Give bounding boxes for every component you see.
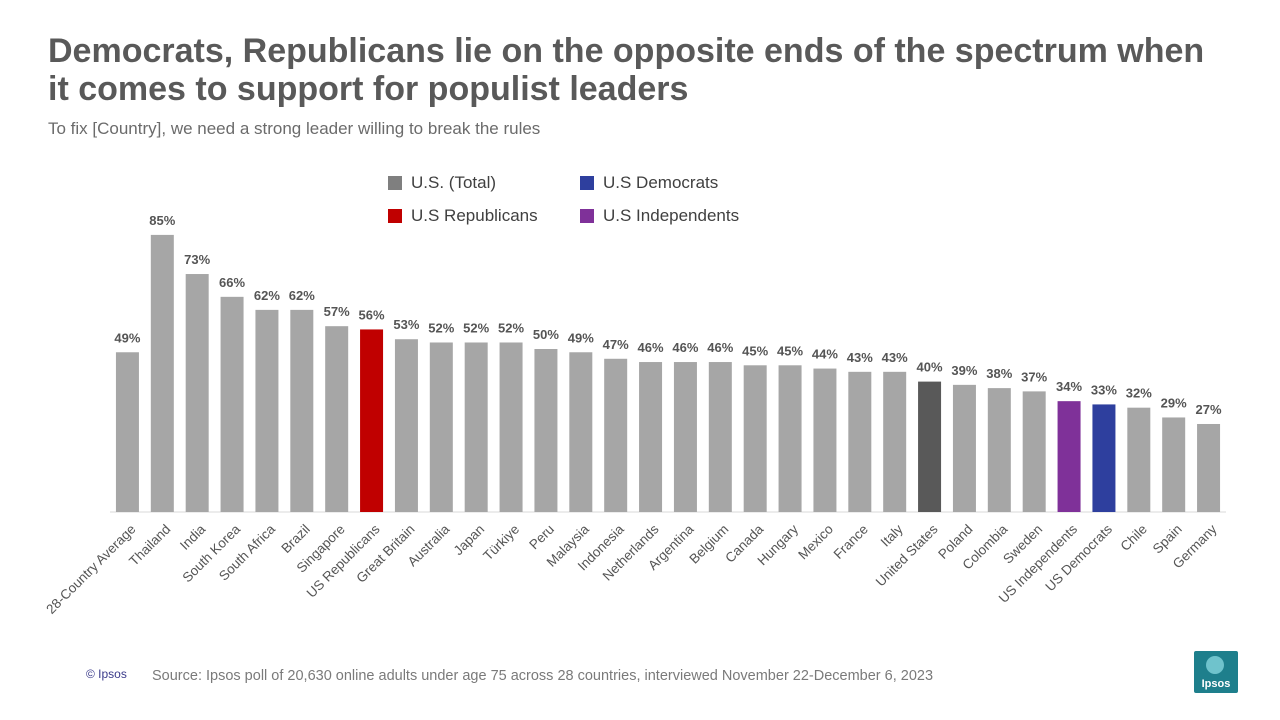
data-label: 40% <box>917 360 943 375</box>
data-label: 73% <box>184 252 210 267</box>
bar <box>778 365 802 512</box>
data-label: 52% <box>498 320 524 335</box>
data-label: 57% <box>324 304 350 319</box>
legend-item-us-democrats: U.S Democrats <box>580 173 718 193</box>
category-label: Italy <box>878 521 906 549</box>
data-label: 49% <box>114 330 140 345</box>
data-label: 56% <box>359 307 385 322</box>
data-label: 47% <box>603 337 629 352</box>
bar <box>987 388 1011 512</box>
bar <box>883 371 907 512</box>
bar <box>604 358 628 512</box>
bar <box>290 309 314 512</box>
chart-subtitle: To fix [Country], we need a strong leade… <box>48 119 541 138</box>
bar <box>220 296 244 512</box>
data-label: 53% <box>393 317 419 332</box>
data-label: 43% <box>847 350 873 365</box>
bar <box>743 365 767 512</box>
bar <box>534 349 558 512</box>
bar <box>394 339 418 512</box>
legend-item-us-republicans: U.S Republicans <box>388 206 538 226</box>
data-label: 66% <box>219 275 245 290</box>
category-label: Belgium <box>686 522 731 567</box>
legend-label-us-republicans: U.S Republicans <box>411 206 538 225</box>
legend-label-us-democrats: U.S Democrats <box>603 173 719 192</box>
bar <box>1022 391 1046 512</box>
ipsos-logo: Ipsos <box>1194 651 1238 693</box>
bar <box>639 362 663 512</box>
data-label: 32% <box>1126 386 1152 401</box>
data-label: 46% <box>638 340 664 355</box>
copyright-text: © Ipsos <box>86 667 127 681</box>
bar <box>1162 417 1186 512</box>
bar <box>150 234 174 512</box>
data-label: 37% <box>1021 369 1047 384</box>
data-label: 34% <box>1056 379 1082 394</box>
data-label: 46% <box>672 340 698 355</box>
bar <box>673 362 697 512</box>
bar <box>569 352 593 512</box>
bar <box>185 274 209 512</box>
bar <box>1092 404 1116 512</box>
data-label: 52% <box>428 320 454 335</box>
bar <box>708 362 732 512</box>
source-note: Source: Ipsos poll of 20,630 online adul… <box>152 668 934 684</box>
data-label: 46% <box>707 340 733 355</box>
legend-item-us-total: U.S. (Total) <box>388 173 496 193</box>
data-label: 39% <box>951 363 977 378</box>
chart-title: Democrats, Republicans lie on the opposi… <box>48 32 1205 108</box>
bar <box>325 326 349 512</box>
data-label: 29% <box>1161 395 1187 410</box>
bar <box>1197 423 1221 512</box>
legend-item-us-independents: U.S Independents <box>580 206 739 226</box>
bar <box>918 381 942 512</box>
data-label: 50% <box>533 327 559 342</box>
bar <box>360 329 384 512</box>
bar <box>115 352 139 512</box>
category-label: 28-Country Average <box>43 522 138 617</box>
data-label: 49% <box>568 330 594 345</box>
data-label: 44% <box>812 347 838 362</box>
category-label: Türkiye <box>480 522 522 564</box>
category-label: Mexico <box>795 522 836 563</box>
data-label: 85% <box>149 213 175 228</box>
legend-swatch-us-democrats <box>580 176 594 190</box>
data-label: 33% <box>1091 382 1117 397</box>
legend-swatch-us-independents <box>580 209 594 223</box>
data-label: 62% <box>254 288 280 303</box>
data-label: 43% <box>882 350 908 365</box>
bar <box>464 342 488 512</box>
bar <box>1127 407 1151 512</box>
legend-label-us-independents: U.S Independents <box>603 206 740 225</box>
data-label: 52% <box>463 320 489 335</box>
bar <box>952 384 976 512</box>
data-label: 62% <box>289 288 315 303</box>
legend-label-us-total: U.S. (Total) <box>411 173 497 192</box>
bar <box>1057 401 1081 512</box>
data-label: 45% <box>742 343 768 358</box>
bar <box>813 368 837 512</box>
logo-mark-icon <box>1206 656 1224 674</box>
category-label: India <box>177 521 209 553</box>
data-label: 45% <box>777 343 803 358</box>
legend-swatch-us-republicans <box>388 209 402 223</box>
bar <box>499 342 523 512</box>
bar <box>255 309 279 512</box>
data-label: 38% <box>986 366 1012 381</box>
data-label: 27% <box>1196 402 1222 417</box>
bar <box>429 342 453 512</box>
category-label: Chile <box>1118 522 1150 554</box>
logo-text: Ipsos <box>1201 678 1231 690</box>
category-label: Peru <box>526 522 557 553</box>
category-label: United States <box>873 521 941 589</box>
bar <box>848 371 872 512</box>
legend-swatch-us-total <box>388 176 402 190</box>
category-label: France <box>831 522 871 562</box>
